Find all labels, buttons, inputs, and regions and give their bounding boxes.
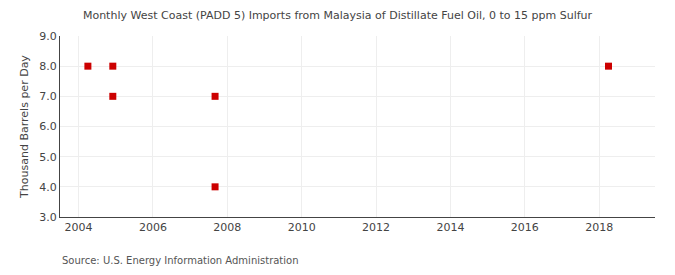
svg-text:2016: 2016 (511, 221, 539, 234)
svg-text:9.0: 9.0 (39, 30, 57, 43)
svg-text:3.0: 3.0 (39, 211, 57, 224)
svg-text:8.0: 8.0 (39, 60, 57, 73)
svg-text:5.0: 5.0 (39, 151, 57, 164)
svg-text:6.0: 6.0 (39, 120, 57, 133)
svg-text:2010: 2010 (288, 221, 316, 234)
svg-text:2008: 2008 (213, 221, 241, 234)
svg-text:Source: U.S. Energy Informatio: Source: U.S. Energy Information Administ… (62, 255, 299, 266)
svg-text:Monthly West Coast (PADD 5) Im: Monthly West Coast (PADD 5) Imports from… (83, 9, 593, 22)
svg-text:Thousand Barrels per Day: Thousand Barrels per Day (18, 55, 31, 199)
svg-text:2014: 2014 (436, 221, 464, 234)
svg-text:2004: 2004 (65, 221, 93, 234)
svg-text:7.0: 7.0 (39, 90, 57, 103)
svg-text:4.0: 4.0 (39, 181, 57, 194)
svg-text:2018: 2018 (585, 221, 613, 234)
svg-text:2012: 2012 (362, 221, 390, 234)
svg-text:2006: 2006 (139, 221, 167, 234)
